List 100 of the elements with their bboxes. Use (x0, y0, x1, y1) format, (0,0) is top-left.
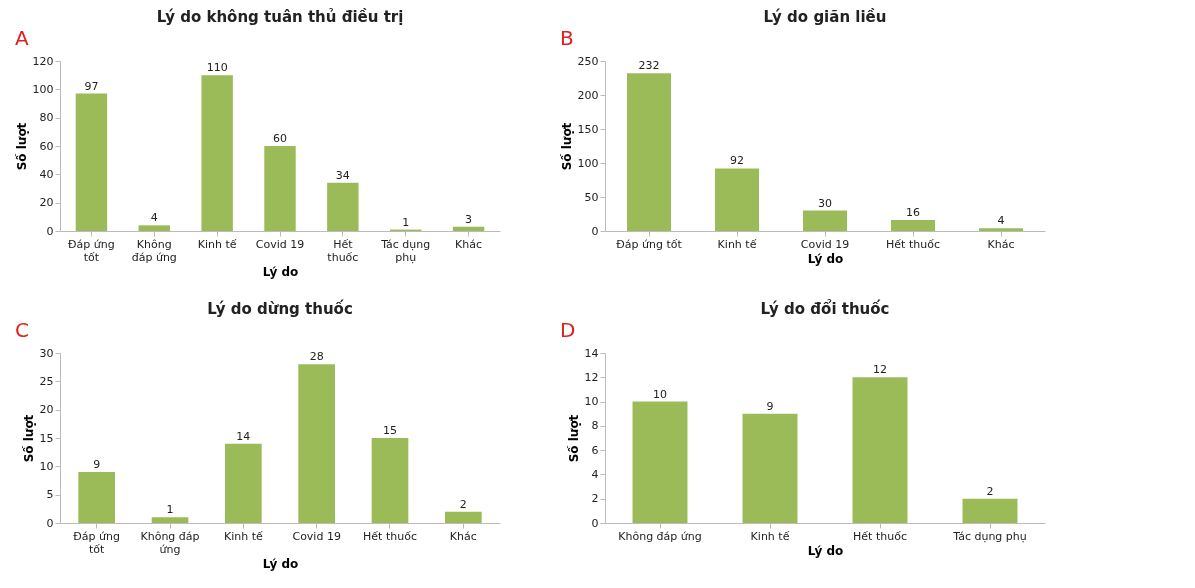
y-tick-label: 0 (591, 516, 599, 530)
data-label: 34 (335, 168, 350, 182)
x-axis-title: Lý do (807, 543, 844, 558)
y-axis-title: Số lượt (566, 414, 581, 463)
bar (452, 226, 485, 231)
y-tick-label: 5 (46, 488, 54, 502)
y-axis-title: Số lượt (14, 122, 29, 171)
data-label: 232 (638, 59, 660, 73)
data-label: 97 (84, 79, 99, 93)
data-label: 4 (150, 211, 158, 225)
x-axis-title: Lý do (807, 251, 844, 266)
bar (298, 364, 335, 523)
bar (979, 228, 1023, 231)
x-tick-label: Không đáp ứng (140, 529, 200, 556)
y-tick-label: 4 (591, 467, 599, 481)
bar (715, 168, 759, 231)
y-tick-label: 150 (577, 122, 599, 136)
data-label: 16 (906, 206, 920, 220)
x-tick-label: Khác (987, 237, 1015, 251)
x-tick-label: Đáp ứng tốt (68, 237, 115, 264)
bar (78, 472, 115, 523)
data-label: 1 (402, 215, 410, 229)
data-label: 1 (166, 503, 174, 517)
bar (151, 517, 189, 523)
y-tick-label: 100 (32, 82, 54, 96)
x-axis-title: Lý do (262, 556, 299, 571)
y-tick-label: 120 (32, 54, 54, 68)
bar (962, 498, 1018, 523)
y-tick-label: 50 (584, 190, 599, 204)
y-tick-label: 0 (46, 516, 54, 530)
x-tick-label: Không đáp ứng (131, 237, 177, 264)
bar (445, 511, 482, 523)
y-tick-label: 100 (577, 156, 599, 170)
bar (225, 443, 262, 523)
y-axis-title: Số lượt (559, 122, 574, 171)
y-tick-label: 0 (591, 224, 599, 238)
y-tick-label: 15 (39, 431, 54, 445)
x-tick-label: Covid 19 (800, 237, 850, 251)
data-label: 15 (383, 424, 397, 437)
y-tick-label: 250 (577, 54, 599, 68)
bar (803, 210, 847, 231)
data-label: 9 (93, 458, 101, 471)
x-tick-label: Khác (449, 529, 477, 543)
y-tick-label: 2 (591, 492, 599, 506)
data-label: 14 (236, 429, 251, 443)
bar (627, 73, 671, 231)
data-label: 28 (309, 350, 324, 364)
y-tick-label: 80 (39, 111, 54, 125)
data-label: 12 (873, 363, 887, 377)
x-tick-label: Hết thuốc (327, 237, 359, 264)
x-tick-label: Kinh tế (717, 237, 757, 251)
y-tick-label: 60 (39, 139, 54, 153)
x-tick-label: Tác dụng phụ (952, 529, 1027, 543)
data-label: 3 (465, 212, 473, 226)
x-axis-title: Lý do (262, 264, 299, 279)
bar (201, 75, 233, 231)
bar (852, 377, 908, 523)
x-tick-label: Kinh tế (750, 529, 790, 543)
y-tick-label: 40 (39, 167, 54, 181)
data-label: 4 (997, 214, 1005, 228)
x-tick-label: Hết thuốc (886, 237, 940, 251)
text: D (560, 318, 576, 342)
chart-title: Lý do giãn liều (763, 7, 887, 26)
bar (327, 182, 359, 231)
chart-title: Lý do không tuân thủ điều trị (156, 7, 404, 26)
y-tick-label: 10 (39, 459, 54, 473)
y-axis-title: Số lượt (21, 414, 36, 463)
data-label: 9 (766, 399, 774, 413)
x-tick-label: Đáp ứng tốt (73, 529, 120, 556)
bar (75, 93, 108, 231)
y-tick-label: 20 (39, 196, 54, 210)
bar (264, 146, 296, 231)
y-tick-label: 0 (46, 224, 54, 238)
x-tick-label: Covid 19 (255, 237, 305, 251)
x-tick-label: Hết thuốc (363, 529, 417, 543)
bar (371, 438, 409, 523)
bar (632, 401, 688, 523)
text: B (560, 26, 574, 50)
y-tick-label: 14 (584, 346, 599, 360)
x-tick-label: Kinh tế (197, 237, 237, 251)
chart-title: Lý do đổi thuốc (760, 299, 890, 318)
x-tick-label: Không đáp ứng (618, 529, 702, 543)
x-tick-label: Covid 19 (292, 529, 341, 543)
x-tick-label: Đáp ứng tốt (616, 237, 683, 251)
x-tick-label: Hết thuốc (853, 529, 907, 543)
data-label: 2 (459, 497, 467, 511)
data-label: 30 (818, 196, 832, 210)
x-tick-label: Khác (455, 237, 483, 251)
data-label: 2 (986, 484, 994, 498)
y-tick-label: 12 (584, 370, 599, 384)
y-tick-label: 20 (39, 403, 54, 417)
y-tick-label: 30 (39, 346, 54, 360)
data-label: 10 (653, 387, 667, 401)
y-tick-label: 6 (591, 443, 599, 457)
bar (742, 413, 798, 523)
y-tick-label: 8 (591, 419, 599, 433)
data-label: 92 (730, 154, 744, 168)
bar (138, 225, 170, 231)
y-tick-label: 10 (584, 395, 599, 409)
y-tick-label: 25 (39, 374, 54, 388)
